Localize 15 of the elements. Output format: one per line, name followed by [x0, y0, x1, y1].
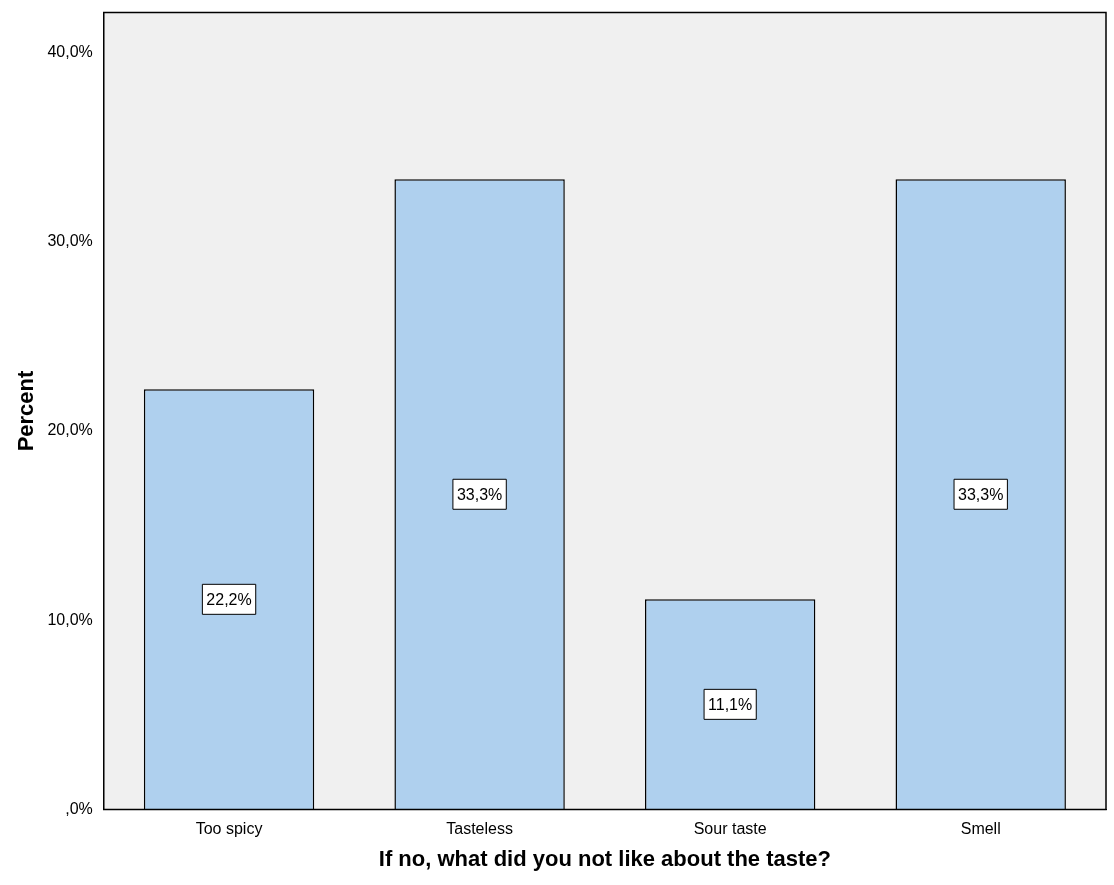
y-tick-label: ,0% — [65, 799, 93, 817]
data-label: 22,2% — [206, 590, 252, 608]
y-tick-label: 20,0% — [47, 421, 93, 439]
y-axis-title: Percent — [13, 369, 39, 452]
x-tick-label: Sour taste — [693, 820, 767, 838]
x-tick-label: Smell — [960, 820, 1001, 838]
data-label: 33,3% — [456, 485, 503, 503]
data-label: 33,3% — [958, 485, 1004, 503]
y-tick-label: 40,0% — [47, 42, 93, 60]
x-tick-label: Too spicy — [195, 820, 263, 838]
x-axis-title: If no, what did you not like about the taste? — [378, 845, 831, 871]
y-tick-label: 30,0% — [47, 232, 93, 250]
x-tick-label: Tasteless — [446, 820, 513, 838]
y-tick-label: 10,0% — [47, 610, 93, 628]
data-label: 11,1% — [708, 695, 753, 713]
